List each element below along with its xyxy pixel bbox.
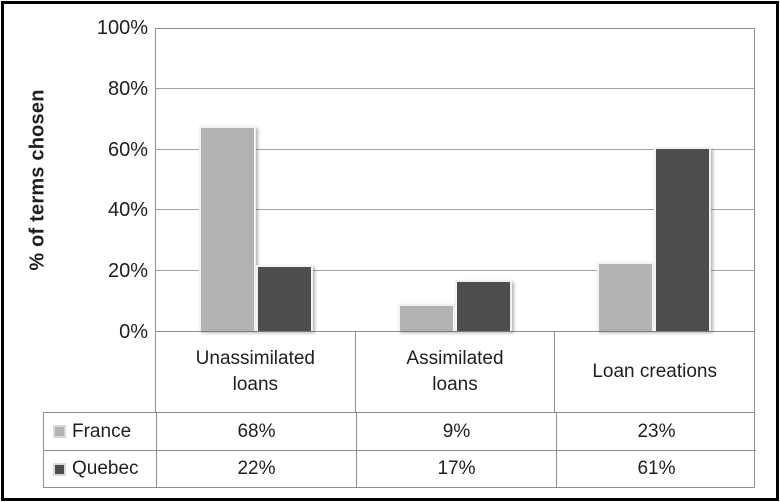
- table-value-cell: 68%: [156, 413, 356, 450]
- bar-france: [397, 303, 455, 331]
- bar-quebec: [654, 146, 712, 331]
- category-label: Loan creations: [554, 332, 754, 412]
- bar-france: [597, 261, 655, 331]
- bar-quebec: [255, 264, 313, 331]
- table-value-cell: 22%: [156, 450, 356, 487]
- bar-quebec: [454, 279, 512, 331]
- y-tick-label: 80%: [107, 77, 148, 100]
- legend-swatch-icon: [53, 462, 66, 476]
- bar-group: [555, 29, 754, 331]
- category-label: Assimilated loans: [354, 332, 555, 412]
- data-table: France 68% 9% 23% Quebec 22% 17% 61%: [43, 412, 756, 488]
- gridline: [156, 148, 754, 150]
- gridline: [156, 269, 754, 271]
- legend-cell-france: France: [44, 413, 156, 450]
- gridline: [156, 209, 754, 211]
- legend-label: France: [72, 420, 132, 442]
- bar-group: [156, 29, 355, 331]
- y-tick-label: 100%: [96, 17, 148, 39]
- legend-swatch-icon: [53, 425, 66, 438]
- bar-group: [355, 29, 554, 331]
- table-value-cell: 23%: [556, 413, 756, 450]
- legend-label: Quebec: [72, 458, 139, 479]
- y-tick-label: 0%: [119, 321, 148, 343]
- category-axis: Unassimilated loans Assimilated loans Loan c…: [155, 332, 755, 412]
- plot-area: [155, 28, 755, 332]
- table-value-cell: 17%: [356, 450, 556, 487]
- y-tick-label: 20%: [107, 260, 148, 283]
- table-value-cell: 61%: [556, 450, 756, 487]
- y-tick-label: 60%: [107, 138, 148, 161]
- bar-france: [198, 125, 256, 331]
- gridline: [156, 88, 754, 90]
- bar-groups: [156, 29, 754, 331]
- table-value-cell: 9%: [356, 413, 556, 450]
- legend-cell-quebec: Quebec: [44, 450, 156, 487]
- y-tick-label: 40%: [107, 199, 148, 222]
- category-label: Unassimilated loans: [195, 348, 315, 395]
